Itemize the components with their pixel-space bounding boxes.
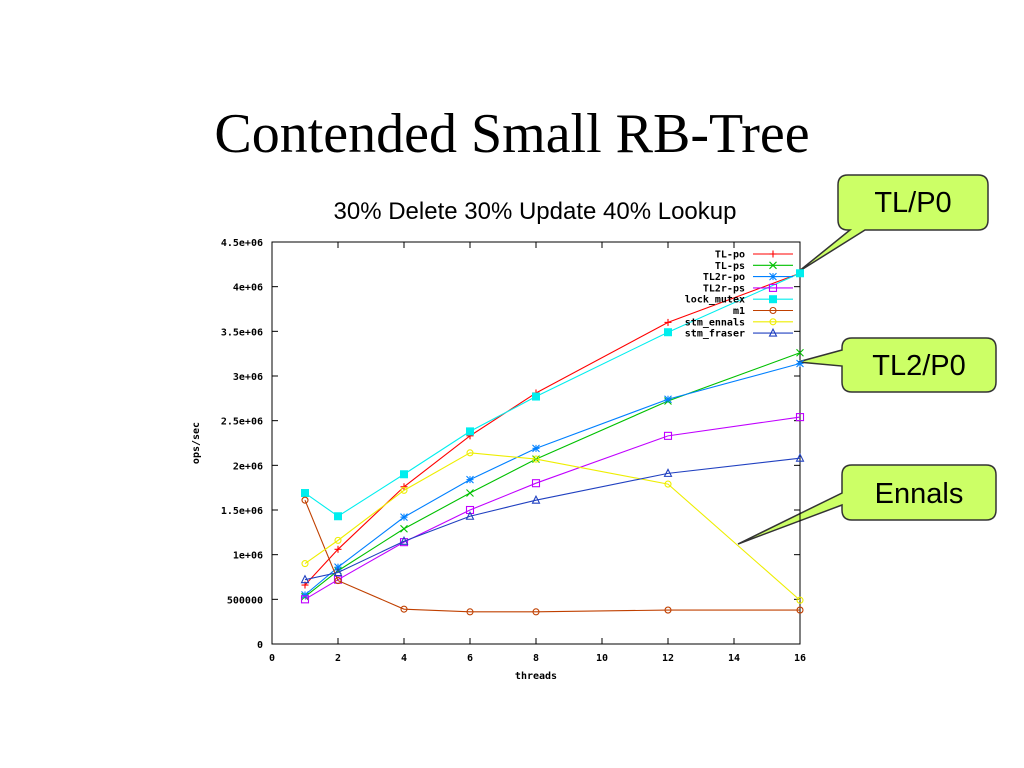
legend-label-tl2r-ps: TL2r-ps bbox=[703, 283, 745, 294]
data-point-m1 bbox=[664, 606, 672, 614]
x-tick-label: 12 bbox=[662, 653, 674, 664]
data-point-stm-fraser bbox=[300, 574, 310, 584]
x-tick-label: 16 bbox=[794, 653, 806, 664]
data-point-lock-mutex bbox=[301, 489, 309, 498]
callout-tl2p0-bubble bbox=[797, 337, 997, 393]
data-point-stm-ennals bbox=[532, 455, 540, 463]
data-point-stm-fraser bbox=[333, 567, 343, 577]
y-tick-label: 3e+06 bbox=[233, 372, 263, 383]
legend-label-lock-mutex: lock_mutex bbox=[685, 295, 745, 306]
legend-marker-tl-ps bbox=[769, 261, 777, 270]
x-tick-label: 8 bbox=[533, 653, 539, 664]
callout-ennals-bubble bbox=[737, 464, 997, 545]
legend-marker-stm-fraser bbox=[768, 327, 778, 337]
slide-title: Contended Small RB-Tree bbox=[214, 103, 810, 165]
data-point-stm-fraser bbox=[399, 536, 409, 545]
data-point-stm-ennals bbox=[664, 480, 672, 488]
data-point-lock-mutex bbox=[334, 512, 342, 521]
data-point-tl2r-ps bbox=[663, 431, 673, 440]
series-line-tl2r-ps bbox=[304, 416, 801, 600]
data-point-tl2r-ps bbox=[531, 479, 541, 488]
data-point-m1 bbox=[466, 608, 474, 616]
y-tick-label: 500000 bbox=[227, 595, 263, 606]
series-line-tl-ps bbox=[304, 352, 801, 598]
data-point-stm-fraser bbox=[465, 511, 475, 520]
legend-marker-tl2r-po bbox=[769, 272, 777, 281]
y-tick-label: 1.5e+06 bbox=[221, 506, 263, 517]
data-point-tl2r-ps bbox=[399, 538, 409, 547]
series-line-stm-ennals bbox=[304, 452, 801, 601]
x-tick-label: 0 bbox=[269, 653, 275, 664]
data-point-stm-ennals bbox=[796, 596, 804, 604]
callout-tlp0-bubble bbox=[797, 174, 989, 273]
data-point-tl2r-po bbox=[301, 590, 309, 599]
y-axis-label: ops/sec bbox=[191, 422, 202, 464]
data-point-stm-fraser bbox=[663, 468, 673, 477]
data-point-m1 bbox=[796, 606, 804, 614]
data-point-m1 bbox=[334, 577, 342, 585]
data-point-tl2r-po bbox=[796, 359, 804, 368]
data-point-tl-ps bbox=[466, 489, 474, 497]
data-point-stm-fraser bbox=[795, 452, 805, 462]
data-point-lock-mutex bbox=[796, 269, 804, 278]
data-point-lock-mutex bbox=[664, 328, 672, 337]
x-axis-label: threads bbox=[515, 671, 557, 682]
series-line-stm-fraser bbox=[304, 457, 801, 581]
y-tick-label: 1e+06 bbox=[233, 551, 263, 562]
x-tick-label: 14 bbox=[728, 653, 740, 664]
legend-marker-m1 bbox=[769, 306, 777, 315]
y-tick-label: 3.5e+06 bbox=[221, 327, 263, 338]
legend-label-tl2r-po: TL2r-po bbox=[703, 272, 745, 283]
data-point-stm-ennals bbox=[466, 449, 474, 457]
legend-label-m1: m1 bbox=[733, 306, 745, 317]
data-point-tl2r-po bbox=[466, 475, 474, 484]
x-tick-label: 4 bbox=[401, 653, 407, 664]
y-tick-label: 4e+06 bbox=[233, 283, 263, 294]
data-point-stm-fraser bbox=[531, 494, 541, 504]
data-point-lock-mutex bbox=[532, 392, 540, 401]
data-point-tl-ps bbox=[796, 348, 804, 357]
y-tick-label: 0 bbox=[257, 640, 263, 651]
data-point-tl-ps bbox=[400, 524, 408, 533]
y-tick-label: 2.5e+06 bbox=[221, 417, 263, 428]
legend-label-tl-ps: TL-ps bbox=[715, 261, 745, 272]
legend-marker-stm-ennals bbox=[769, 318, 777, 326]
series-line-lock-mutex bbox=[304, 272, 801, 517]
data-point-stm-ennals bbox=[334, 536, 342, 544]
data-point-tl2r-po bbox=[664, 395, 672, 404]
series-line-tl2r-po bbox=[304, 362, 801, 596]
legend-marker-lock-mutex bbox=[769, 295, 777, 304]
y-tick-label: 2e+06 bbox=[233, 461, 263, 472]
data-point-tl-po bbox=[664, 318, 672, 326]
data-point-m1 bbox=[400, 605, 408, 613]
callout-tl2p0-label: TL2/P0 bbox=[872, 350, 966, 382]
data-point-tl2r-ps bbox=[465, 505, 475, 515]
data-point-lock-mutex bbox=[400, 470, 408, 479]
series-line-m1 bbox=[304, 499, 800, 613]
x-tick-label: 6 bbox=[467, 653, 473, 664]
legend-marker-tl-po bbox=[769, 250, 777, 258]
data-point-lock-mutex bbox=[466, 427, 474, 436]
legend-label-stm-fraser: stm_fraser bbox=[685, 329, 745, 340]
legend-label-stm-ennals: stm_ennals bbox=[685, 317, 745, 328]
data-point-tl2r-ps bbox=[795, 413, 805, 422]
chart-title: 30% Delete 30% Update 40% Lookup bbox=[334, 198, 737, 225]
data-point-m1 bbox=[532, 608, 540, 616]
y-tick-label: 4.5e+06 bbox=[221, 238, 263, 249]
callout-tlp0-label: TL/P0 bbox=[874, 187, 952, 219]
data-point-tl-po bbox=[400, 483, 408, 491]
data-point-tl2r-po bbox=[400, 513, 408, 522]
data-point-tl2r-ps bbox=[300, 595, 310, 604]
legend-label-tl-po: TL-po bbox=[715, 250, 745, 261]
data-point-m1 bbox=[301, 496, 309, 504]
legend-marker-tl2r-ps bbox=[768, 283, 778, 292]
data-point-stm-ennals bbox=[400, 486, 408, 494]
data-point-tl2r-po bbox=[532, 444, 540, 453]
data-point-tl-po bbox=[334, 545, 342, 553]
x-tick-label: 2 bbox=[335, 653, 341, 664]
callout-ennals-label: Ennals bbox=[874, 478, 964, 510]
data-point-stm-ennals bbox=[301, 560, 309, 568]
x-tick-label: 10 bbox=[596, 653, 608, 664]
